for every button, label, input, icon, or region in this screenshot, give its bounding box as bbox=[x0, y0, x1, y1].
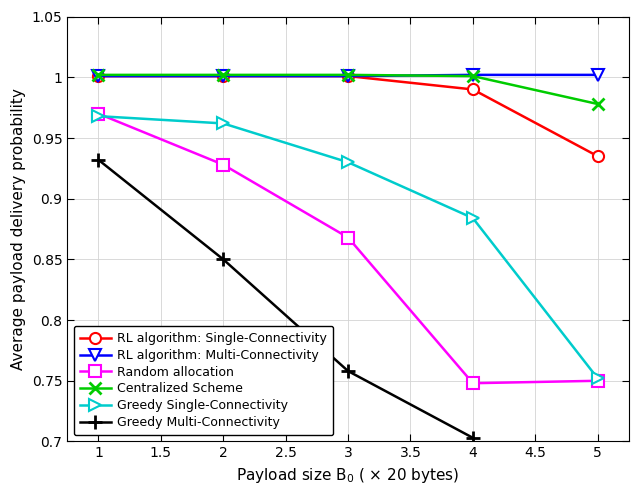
Greedy Multi-Connectivity bbox=[220, 256, 227, 262]
Greedy Single-Connectivity bbox=[95, 113, 102, 119]
Line: Centralized Scheme: Centralized Scheme bbox=[92, 68, 604, 110]
Random allocation bbox=[594, 378, 602, 384]
Random allocation bbox=[469, 380, 477, 386]
Line: RL algorithm: Multi-Connectivity: RL algorithm: Multi-Connectivity bbox=[93, 69, 604, 82]
Line: RL algorithm: Single-Connectivity: RL algorithm: Single-Connectivity bbox=[93, 70, 604, 162]
Greedy Multi-Connectivity bbox=[344, 368, 352, 374]
RL algorithm: Single-Connectivity: (1, 1): Single-Connectivity: (1, 1) bbox=[95, 73, 102, 79]
Random allocation bbox=[95, 111, 102, 117]
Line: Random allocation: Random allocation bbox=[93, 108, 604, 389]
Centralized Scheme bbox=[594, 101, 602, 107]
Greedy Single-Connectivity bbox=[220, 121, 227, 126]
Line: Greedy Single-Connectivity: Greedy Single-Connectivity bbox=[93, 111, 604, 384]
RL algorithm: Single-Connectivity: (4, 0.99): Single-Connectivity: (4, 0.99) bbox=[469, 86, 477, 92]
Legend: RL algorithm: Single-Connectivity, RL algorithm: Multi-Connectivity, Random allo: RL algorithm: Single-Connectivity, RL al… bbox=[74, 326, 333, 435]
RL algorithm: Multi-Connectivity: (1, 1): Multi-Connectivity: (1, 1) bbox=[95, 73, 102, 79]
Y-axis label: Average payload delivery probability: Average payload delivery probability bbox=[11, 88, 26, 370]
RL algorithm: Multi-Connectivity: (3, 1): Multi-Connectivity: (3, 1) bbox=[344, 73, 352, 79]
Greedy Single-Connectivity bbox=[469, 215, 477, 221]
RL algorithm: Multi-Connectivity: (5, 1): Multi-Connectivity: (5, 1) bbox=[594, 72, 602, 78]
Random allocation bbox=[220, 162, 227, 168]
Centralized Scheme bbox=[469, 73, 477, 79]
X-axis label: Payload size B$_0$ ( $\times$ 20 bytes): Payload size B$_0$ ( $\times$ 20 bytes) bbox=[236, 466, 460, 485]
Greedy Multi-Connectivity bbox=[469, 435, 477, 441]
RL algorithm: Single-Connectivity: (5, 0.935): Single-Connectivity: (5, 0.935) bbox=[594, 153, 602, 159]
Random allocation bbox=[344, 235, 352, 241]
Greedy Multi-Connectivity bbox=[95, 157, 102, 163]
Centralized Scheme bbox=[220, 72, 227, 78]
RL algorithm: Multi-Connectivity: (2, 1): Multi-Connectivity: (2, 1) bbox=[220, 73, 227, 79]
Greedy Single-Connectivity bbox=[594, 375, 602, 381]
RL algorithm: Multi-Connectivity: (4, 1): Multi-Connectivity: (4, 1) bbox=[469, 72, 477, 78]
RL algorithm: Single-Connectivity: (2, 1): Single-Connectivity: (2, 1) bbox=[220, 73, 227, 79]
Line: Greedy Multi-Connectivity: Greedy Multi-Connectivity bbox=[92, 153, 480, 445]
Centralized Scheme bbox=[344, 72, 352, 78]
RL algorithm: Single-Connectivity: (3, 1): Single-Connectivity: (3, 1) bbox=[344, 73, 352, 79]
Centralized Scheme bbox=[95, 72, 102, 78]
Greedy Single-Connectivity bbox=[344, 159, 352, 165]
